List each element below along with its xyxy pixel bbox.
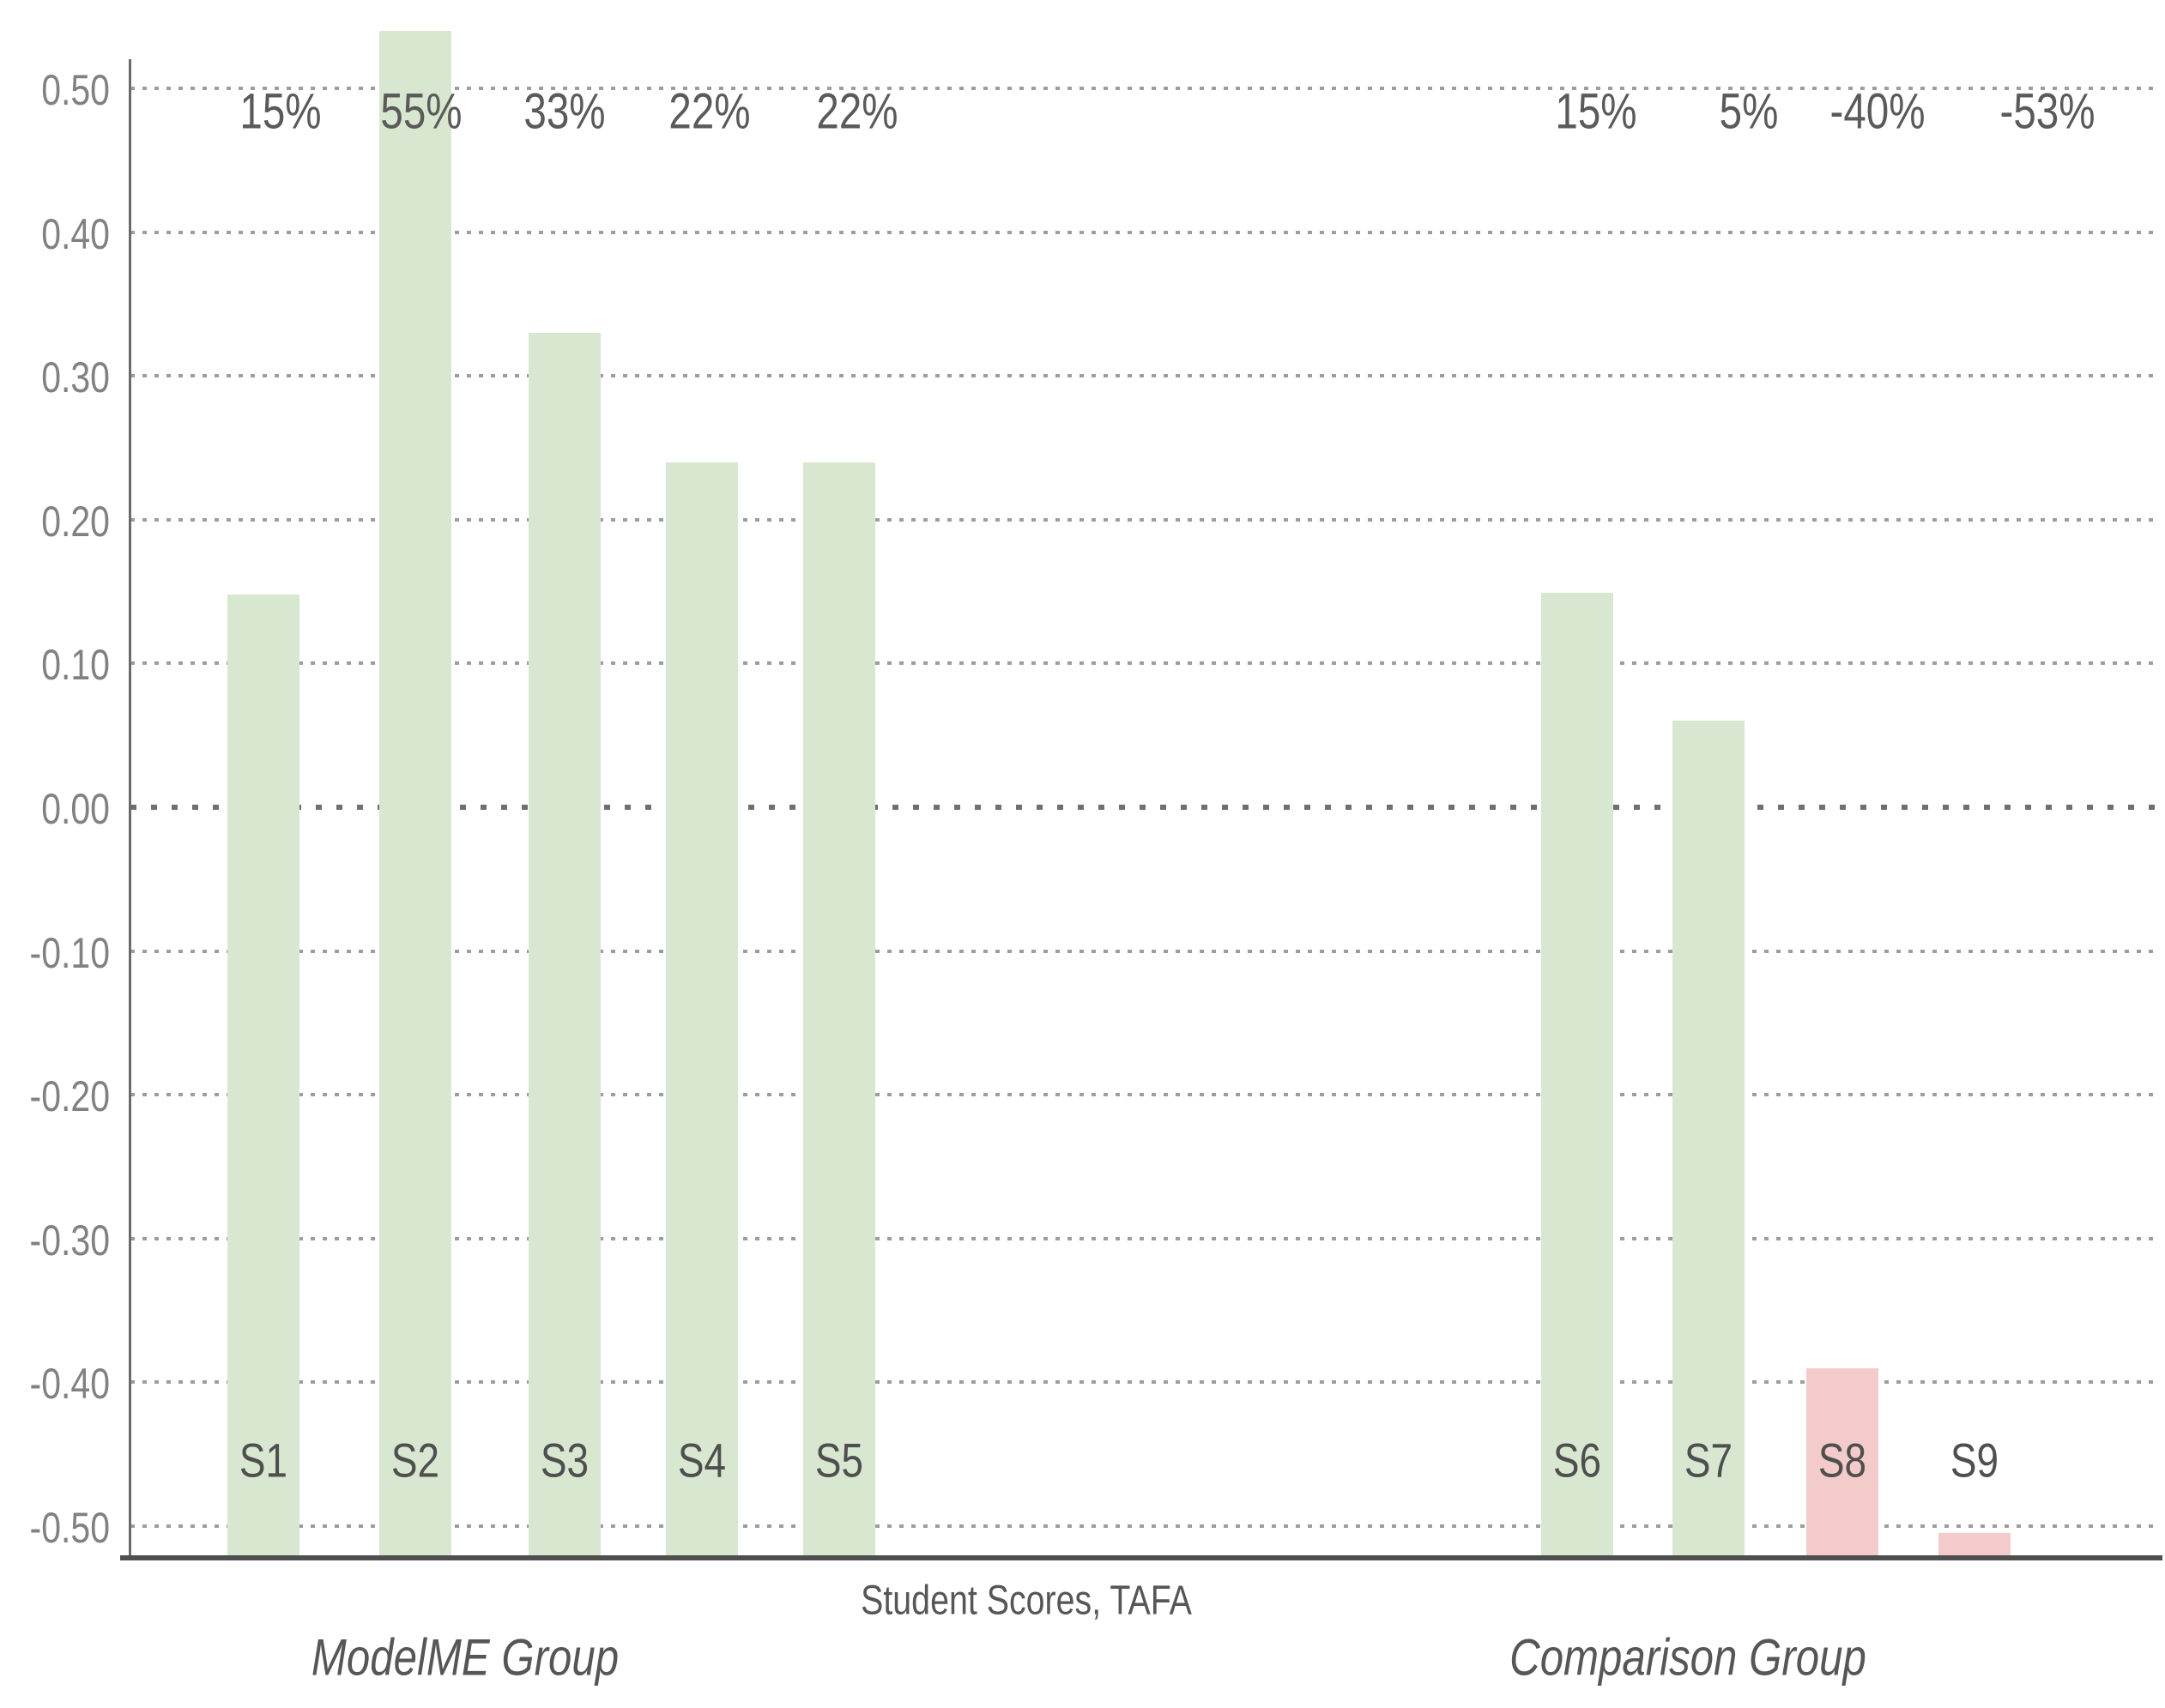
bar-S6	[1541, 593, 1613, 1555]
bar-name-label-S3: S3	[540, 1433, 590, 1488]
bar-value-label-S3: 33%	[523, 83, 606, 140]
group-label-modelme: ModelME Group	[311, 1628, 620, 1687]
bar-name-label-S5: S5	[814, 1433, 864, 1488]
gridline--0.10	[130, 949, 2159, 953]
y-tick-label--0.10: -0.10	[29, 928, 110, 977]
x-axis-title: Student Scores, TAFA	[861, 1578, 1192, 1624]
y-tick-label--0.40: -0.40	[29, 1360, 110, 1409]
y-tick-label-0.10: 0.10	[41, 641, 110, 690]
bar-value-label-S1: 15%	[239, 83, 322, 140]
bar-name-label-S2: S2	[390, 1433, 440, 1488]
bar-S4	[666, 462, 738, 1555]
bar-S7	[1672, 721, 1745, 1555]
gridline-0.10	[130, 661, 2159, 666]
bar-value-label-S7: 5%	[1719, 83, 1779, 140]
x-axis-line	[120, 1555, 2162, 1560]
bar-value-label-S9: -53%	[1999, 83, 2095, 140]
y-axis-line	[129, 59, 131, 1560]
bar-value-label-S5: 22%	[816, 83, 898, 140]
gridline-0.40	[130, 230, 2159, 234]
y-tick-label-0.40: 0.40	[41, 209, 110, 258]
gridline-0.50	[130, 87, 2159, 90]
bar-S1	[227, 594, 299, 1555]
bar-name-label-S1: S1	[239, 1433, 288, 1488]
y-tick-label-0.00: 0.00	[41, 785, 110, 833]
bar-name-label-S6: S6	[1552, 1433, 1602, 1488]
gridline-0.20	[130, 517, 2159, 522]
bar-S5	[803, 462, 875, 1555]
gridline--0.20	[130, 1093, 2159, 1097]
gridline--0.50	[130, 1524, 2159, 1528]
y-tick-label-0.50: 0.50	[41, 66, 110, 114]
bar-value-label-S4: 22%	[668, 83, 751, 140]
bar-name-label-S4: S4	[677, 1433, 727, 1488]
y-tick-label-0.20: 0.20	[41, 497, 110, 546]
bar-name-label-S9: S9	[1950, 1433, 1999, 1488]
gridline--0.40	[130, 1380, 2159, 1385]
bar-S8	[1806, 1367, 1878, 1555]
bar-value-label-S8: -40%	[1829, 83, 1926, 140]
bar-S2	[379, 30, 451, 1555]
gridline-0.30	[130, 374, 2159, 378]
bar-value-label-S2: 55%	[380, 83, 463, 140]
y-tick-label-0.30: 0.30	[41, 353, 110, 402]
group-label-comparison: Comparison Group	[1509, 1628, 1866, 1687]
y-tick-label--0.30: -0.30	[29, 1216, 110, 1264]
bar-name-label-S8: S8	[1817, 1433, 1867, 1488]
y-tick-label--0.20: -0.20	[29, 1072, 110, 1121]
bar-value-label-S6: 15%	[1555, 83, 1637, 140]
bar-name-label-S7: S7	[1684, 1433, 1733, 1488]
bar-S3	[529, 332, 601, 1555]
y-tick-label--0.50: -0.50	[29, 1504, 110, 1552]
bar-S9	[1938, 1533, 2011, 1555]
gridline--0.30	[130, 1236, 2159, 1240]
zero-gridline	[130, 805, 2159, 810]
